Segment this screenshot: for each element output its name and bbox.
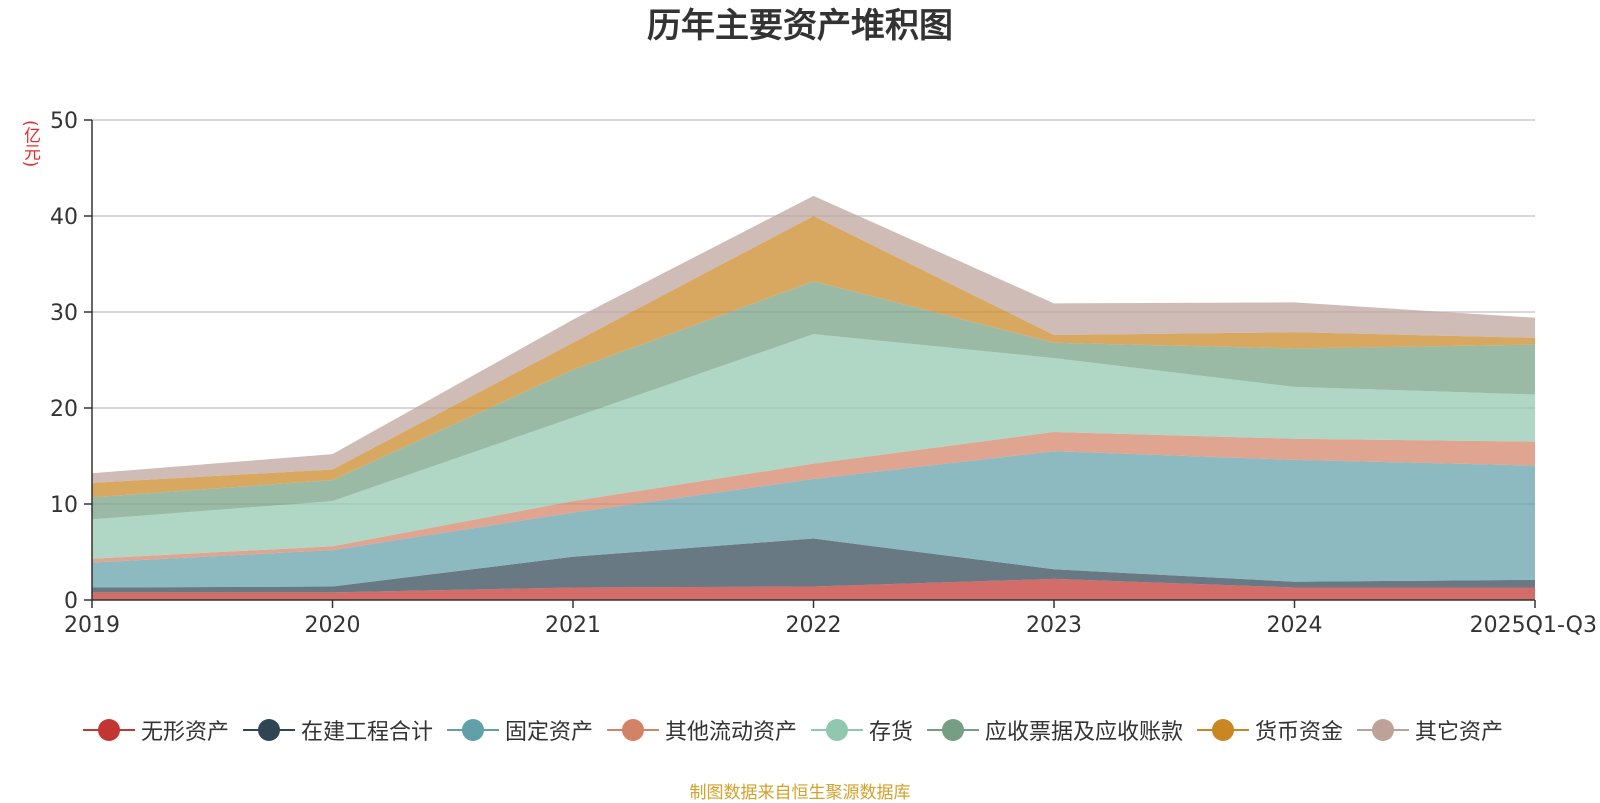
legend-marker-icon [242, 718, 295, 742]
legend-marker-icon [82, 718, 135, 742]
area-series-1 [92, 538, 1535, 593]
legend-item-0[interactable]: 无形资产 [82, 714, 229, 746]
x-tick-label: 2019 [64, 613, 120, 638]
legend-item-5[interactable]: 应收票据及应收账款 [927, 714, 1183, 746]
area-series-2 [92, 451, 1535, 588]
legend-marker-icon [446, 718, 499, 742]
y-tick-label: 50 [50, 109, 78, 134]
y-axis-unit-label: (亿元) [20, 120, 40, 168]
legend-marker-icon [1357, 718, 1410, 742]
legend-item-2[interactable]: 固定资产 [446, 714, 593, 746]
legend-item-3[interactable]: 其他流动资产 [606, 714, 797, 746]
legend-label: 固定资产 [504, 720, 593, 745]
y-tick-label: 30 [50, 301, 78, 326]
y-tick-label: 10 [50, 493, 78, 518]
area-series-3 [92, 432, 1535, 563]
legend-item-4[interactable]: 存货 [811, 714, 913, 746]
y-tick-label: 40 [50, 205, 78, 230]
legend-marker-icon [1197, 718, 1250, 742]
x-tick-label: 2020 [305, 613, 361, 638]
x-tick-label: 2023 [1026, 613, 1082, 638]
legend-label: 其他流动资产 [664, 720, 797, 745]
axes: 0 10 20 30 40 50 2019 2020 2021 2022 2023 2024 2025Q… [50, 109, 1597, 638]
area-series-5 [92, 281, 1535, 520]
legend-label: 无形资产 [140, 720, 229, 745]
area-series-4 [92, 334, 1535, 559]
legend-item-7[interactable]: 其它资产 [1357, 714, 1503, 746]
y-tick-label: 20 [50, 397, 78, 422]
area-series-0 [92, 578, 1535, 600]
legend-item-1[interactable]: 在建工程合计 [242, 714, 433, 746]
area-series-6 [92, 216, 1535, 498]
x-tick-label: 2024 [1267, 613, 1323, 638]
stacked-areas [92, 195, 1535, 600]
source-note: 制图数据来自恒生聚源数据库 [689, 783, 911, 803]
x-tick-label: 2021 [545, 613, 601, 638]
chart-title: 历年主要资产堆积图 [647, 6, 953, 46]
legend-label: 货币资金 [1255, 720, 1344, 745]
y-tick-label: 0 [64, 589, 78, 614]
legend-label: 应收票据及应收账款 [985, 720, 1184, 745]
legend-label: 存货 [869, 720, 914, 745]
x-tick-label: 2025Q1-Q3 [1470, 613, 1597, 638]
legend-label: 其它资产 [1415, 720, 1504, 745]
legend-marker-icon [927, 718, 980, 742]
legend-marker-icon [811, 718, 863, 742]
legend-label: 在建工程合计 [300, 720, 433, 745]
legend-marker-icon [606, 718, 659, 742]
legend: 无形资产 在建工程合计 固定资产 其他流动资产 存货 应收票据及应收账款 货币资金 其它资产 [0, 712, 1600, 748]
x-tick-label: 2022 [786, 613, 842, 638]
legend-item-6[interactable]: 货币资金 [1197, 714, 1343, 746]
